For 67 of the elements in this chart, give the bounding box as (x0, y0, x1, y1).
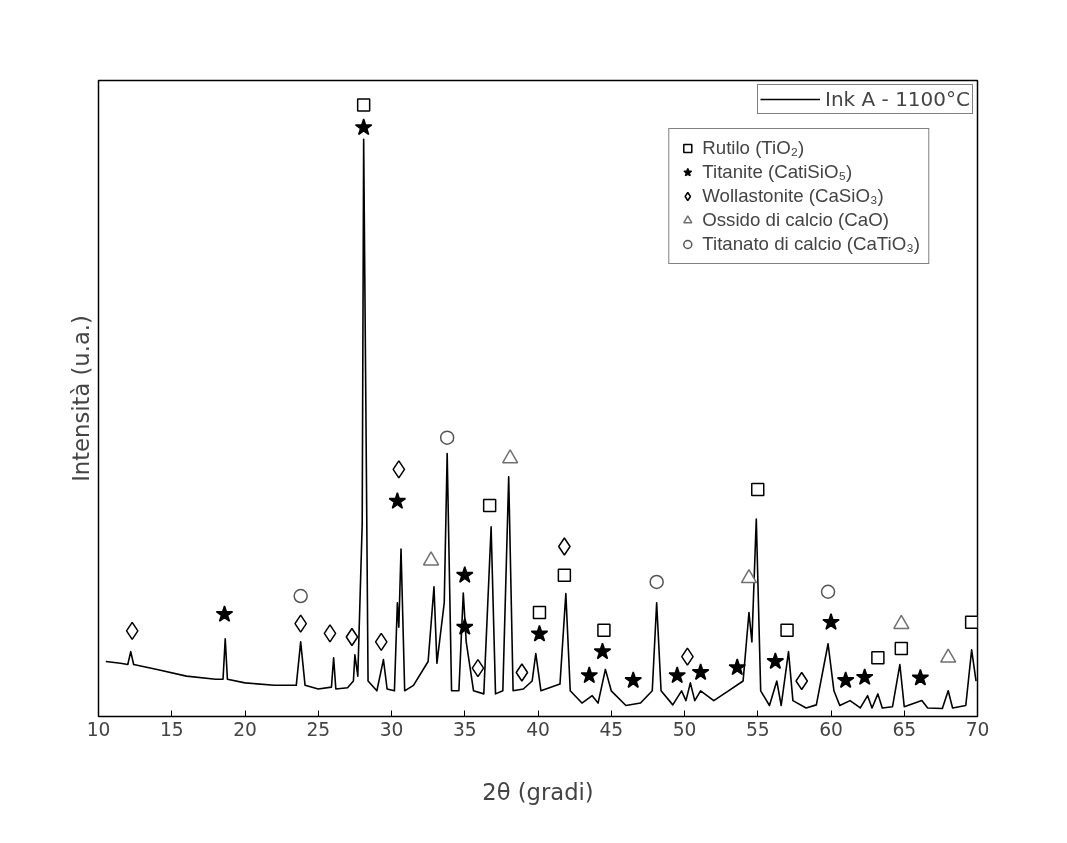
point (422, 551, 440, 566)
legend-label: Ossido di calcio (CaO) (702, 209, 889, 231)
point (751, 482, 765, 497)
point (649, 574, 664, 590)
point (388, 491, 407, 509)
point (215, 605, 234, 622)
point (939, 648, 957, 663)
x-tick-label: 45 (599, 718, 624, 740)
x-tick-label: 60 (819, 718, 843, 740)
point (820, 584, 836, 599)
legend-label: Wollastonite (CaSiO₃) (702, 185, 884, 207)
point (532, 605, 547, 620)
point (294, 614, 308, 633)
point (455, 565, 474, 583)
point (795, 671, 809, 691)
point (728, 658, 747, 676)
point (345, 627, 359, 647)
x-tick-label: 25 (306, 718, 331, 740)
point (557, 537, 571, 556)
legend-label: Ink A - 1100°C (825, 87, 970, 111)
x-tick-label: 65 (892, 718, 917, 740)
point (530, 624, 549, 642)
x-tick-label: 50 (672, 718, 697, 740)
legend-label: Titanite (CatiSiO₅) (702, 161, 853, 183)
point (482, 498, 497, 513)
point (455, 617, 474, 635)
point (871, 651, 885, 665)
point (893, 614, 910, 630)
point (323, 624, 337, 643)
x-tick-label: 40 (526, 718, 550, 740)
legend-label: Rutilo (TiO₂) (702, 137, 805, 159)
x-tick-label: 15 (159, 718, 184, 740)
point (356, 98, 371, 112)
x-axis-title: 2θ (gradi) (482, 778, 594, 805)
point (374, 632, 388, 652)
point (515, 663, 529, 682)
point (439, 430, 455, 445)
point (471, 658, 485, 678)
point (691, 663, 710, 681)
x-tick-label: 55 (745, 718, 770, 740)
x-tick-label: 10 (86, 718, 111, 740)
point (822, 613, 840, 630)
x-tick-label: 20 (233, 718, 257, 740)
point (894, 641, 909, 656)
point (125, 621, 139, 641)
point (855, 668, 874, 685)
x-tick-label: 35 (452, 718, 477, 740)
point (740, 568, 758, 584)
point (580, 666, 599, 684)
point (911, 668, 930, 686)
point (964, 615, 978, 630)
point (836, 671, 855, 689)
point (766, 652, 785, 670)
y-axis-title: Intensità (u.a.) (67, 315, 94, 482)
point (593, 642, 612, 660)
x-tick-label: 30 (379, 718, 404, 740)
point (501, 449, 519, 464)
point (780, 623, 794, 638)
point (392, 460, 406, 479)
legend-label: Titanato di calcio (CaTiO₃) (702, 233, 920, 255)
point (557, 568, 572, 582)
point (597, 623, 611, 638)
point (354, 118, 373, 136)
x-tick-label: 70 (965, 718, 990, 740)
point (624, 671, 643, 689)
point (668, 666, 687, 684)
point (293, 588, 308, 604)
